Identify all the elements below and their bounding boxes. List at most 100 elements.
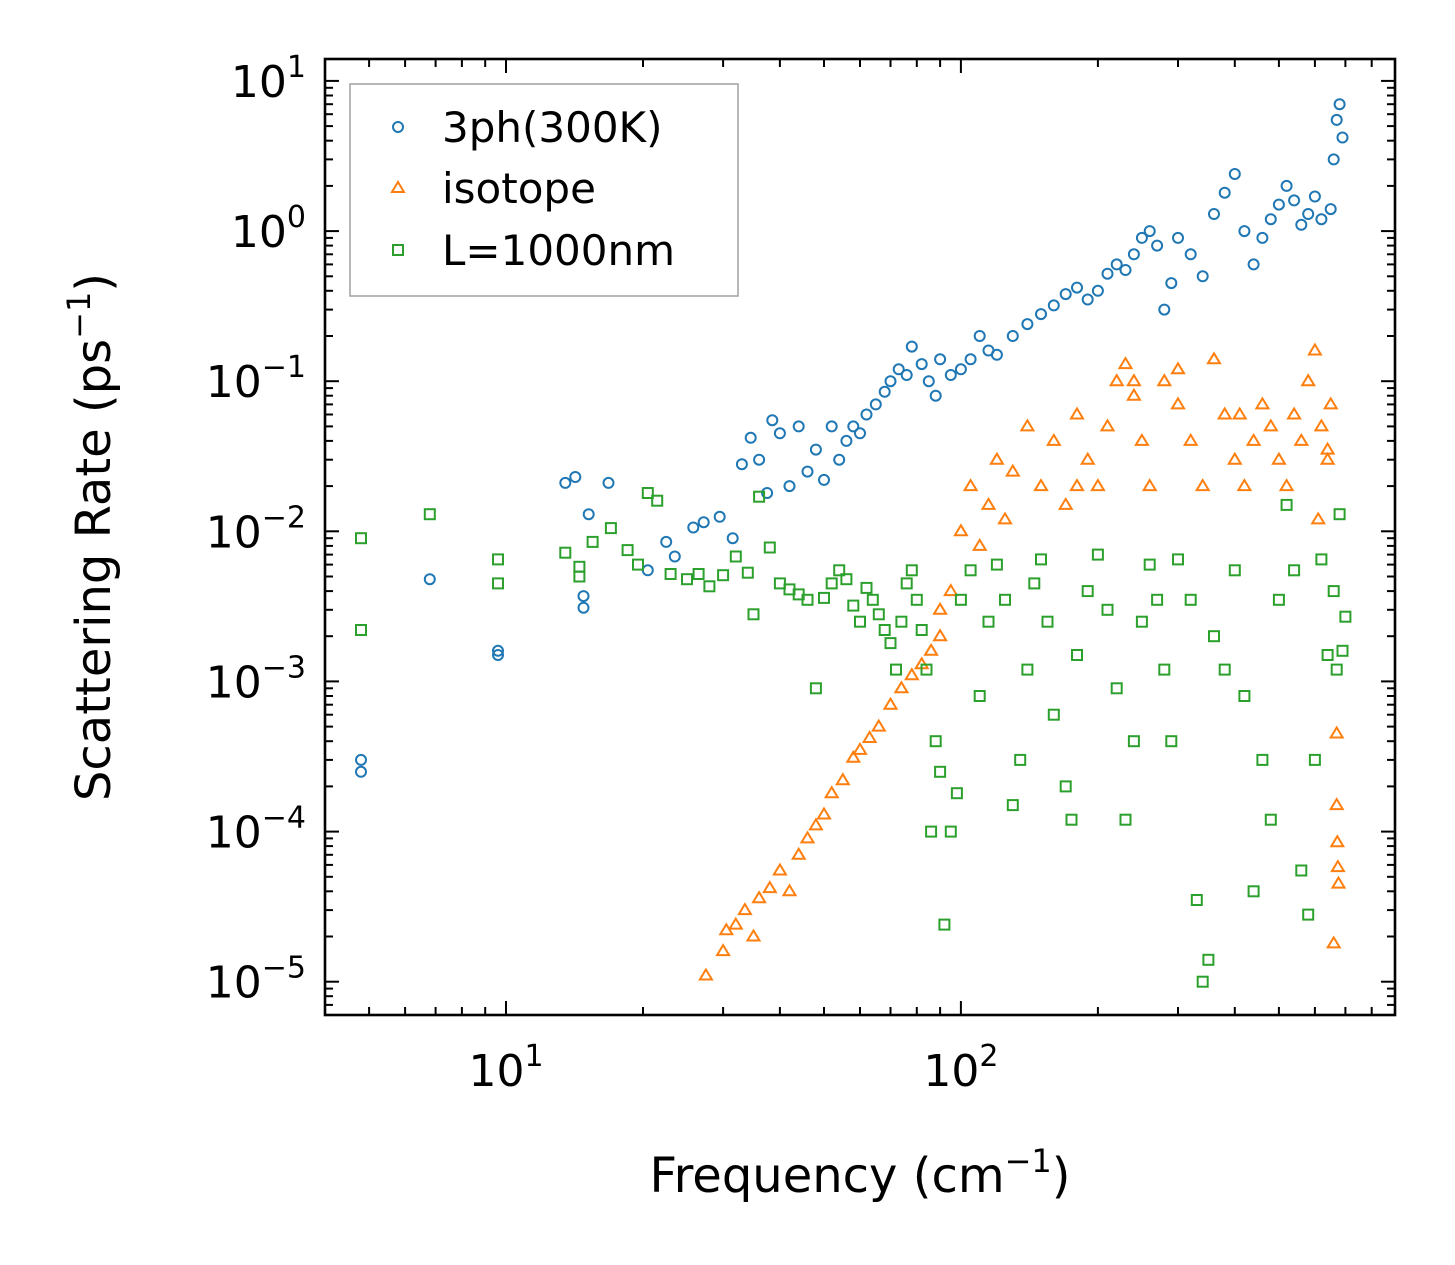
data-point-circle bbox=[668, 550, 681, 563]
ticks-layer bbox=[324, 59, 1396, 1016]
data-point-triangle bbox=[932, 601, 948, 615]
data-point-triangle bbox=[1286, 406, 1302, 420]
data-point-circle bbox=[944, 369, 957, 381]
data-point-circle bbox=[1228, 168, 1241, 180]
data-point-circle bbox=[840, 434, 853, 447]
series-square bbox=[355, 487, 1352, 988]
data-point-triangle bbox=[772, 862, 788, 876]
x-tick-label-exp: 1 bbox=[524, 1039, 543, 1074]
data-point-circle bbox=[1336, 131, 1349, 144]
data-point-circle bbox=[1127, 248, 1140, 261]
data-point-triangle bbox=[1231, 406, 1248, 420]
data-point-circle bbox=[1308, 190, 1321, 203]
data-point-square bbox=[1321, 649, 1334, 661]
data-point-square bbox=[651, 494, 664, 507]
data-point-triangle bbox=[1033, 478, 1049, 492]
data-point-square bbox=[840, 573, 853, 586]
data-point-circle bbox=[1247, 258, 1260, 271]
data-point-square bbox=[999, 593, 1011, 606]
data-point-triangle bbox=[1328, 725, 1345, 739]
data-point-triangle bbox=[1313, 418, 1330, 432]
legend-box bbox=[349, 83, 739, 297]
data-point-circle bbox=[1135, 231, 1148, 244]
data-point-circle bbox=[1264, 213, 1277, 226]
data-point-square bbox=[1202, 953, 1215, 966]
data-point-circle bbox=[355, 765, 367, 778]
data-point-square bbox=[1280, 498, 1293, 511]
data-point-circle bbox=[1315, 213, 1328, 226]
legend-label-isotope: isotope bbox=[442, 164, 596, 213]
data-point-circle bbox=[559, 476, 572, 489]
data-point-triangle bbox=[1057, 496, 1074, 510]
data-point-square bbox=[753, 490, 766, 503]
data-point-triangle bbox=[980, 496, 997, 510]
data-point-triangle bbox=[1182, 432, 1199, 446]
data-point-triangle bbox=[1069, 478, 1085, 492]
data-point-circle bbox=[492, 644, 504, 657]
data-point-circle bbox=[954, 363, 967, 376]
data-point-triangle bbox=[845, 749, 862, 763]
data-point-square bbox=[632, 558, 644, 571]
data-point-triangle bbox=[728, 916, 744, 930]
x-axis-label-main: Frequency (cm bbox=[649, 1148, 1004, 1204]
data-point-square bbox=[1190, 894, 1203, 906]
data-point-square bbox=[1101, 603, 1114, 616]
y-tick-label: 101 bbox=[231, 50, 306, 108]
data-point-square bbox=[920, 663, 933, 676]
x-tick-label-exp: 2 bbox=[979, 1039, 998, 1074]
data-point-circle bbox=[1288, 194, 1301, 207]
data-point-triangle bbox=[953, 523, 969, 537]
data-point-circle bbox=[713, 510, 726, 523]
data-point-triangle bbox=[751, 890, 767, 904]
data-point-circle bbox=[825, 420, 838, 433]
data-point-square bbox=[1165, 735, 1178, 748]
data-point-circle bbox=[809, 443, 822, 456]
y-axis-label-main: Scattering Rate (ps bbox=[66, 339, 122, 801]
data-point-square bbox=[1006, 799, 1019, 812]
data-point-circle bbox=[1035, 308, 1047, 321]
data-point-triangle bbox=[923, 642, 939, 656]
legend: 3ph(300K) isotope L=1000nm bbox=[349, 83, 739, 297]
data-point-triangle bbox=[1126, 387, 1142, 401]
x-tick-label: 101 bbox=[468, 1039, 543, 1097]
data-point-square bbox=[884, 637, 897, 650]
data-point-triangle bbox=[762, 880, 778, 894]
data-point-square bbox=[604, 522, 617, 535]
data-point-square bbox=[1327, 585, 1340, 598]
data-point-square bbox=[1028, 577, 1041, 590]
data-point-circle bbox=[577, 590, 590, 603]
data-point-circle bbox=[1091, 284, 1104, 297]
data-point-square bbox=[763, 541, 776, 554]
data-point-square bbox=[878, 624, 891, 636]
data-point-triangle bbox=[882, 696, 899, 710]
data-point-circle bbox=[1110, 258, 1123, 271]
data-point-square bbox=[1021, 663, 1034, 676]
data-point-triangle bbox=[1254, 396, 1271, 410]
data-point-triangle bbox=[1005, 463, 1021, 477]
data-point-square bbox=[1091, 548, 1104, 561]
y-tick-label: 10−3 bbox=[206, 650, 306, 708]
data-point-square bbox=[915, 624, 928, 636]
y-axis-label: Scattering Rate (ps−1) bbox=[60, 273, 122, 801]
y-tick-label-base: 10 bbox=[206, 507, 262, 558]
data-point-square bbox=[492, 577, 504, 590]
data-point-square bbox=[1151, 593, 1164, 606]
y-tick-label: 10−4 bbox=[206, 801, 306, 859]
data-point-triangle bbox=[962, 478, 979, 492]
data-point-triangle bbox=[1329, 834, 1346, 848]
data-point-triangle bbox=[1206, 351, 1222, 365]
series-triangle bbox=[698, 342, 1347, 981]
data-point-square bbox=[860, 581, 873, 594]
data-point-triangle bbox=[745, 928, 762, 942]
data-point-triangle bbox=[1126, 373, 1142, 387]
data-point-triangle bbox=[1170, 396, 1186, 410]
x-tick-label: 102 bbox=[923, 1039, 998, 1097]
data-point-triangle bbox=[781, 883, 798, 897]
data-point-triangle bbox=[1236, 478, 1253, 492]
data-point-circle bbox=[934, 353, 947, 366]
y-axis-label-end: ) bbox=[66, 273, 122, 292]
data-point-square bbox=[1196, 975, 1209, 988]
y-tick-label-base: 10 bbox=[231, 57, 287, 108]
data-point-square bbox=[872, 608, 885, 621]
data-point-square bbox=[1158, 663, 1171, 676]
